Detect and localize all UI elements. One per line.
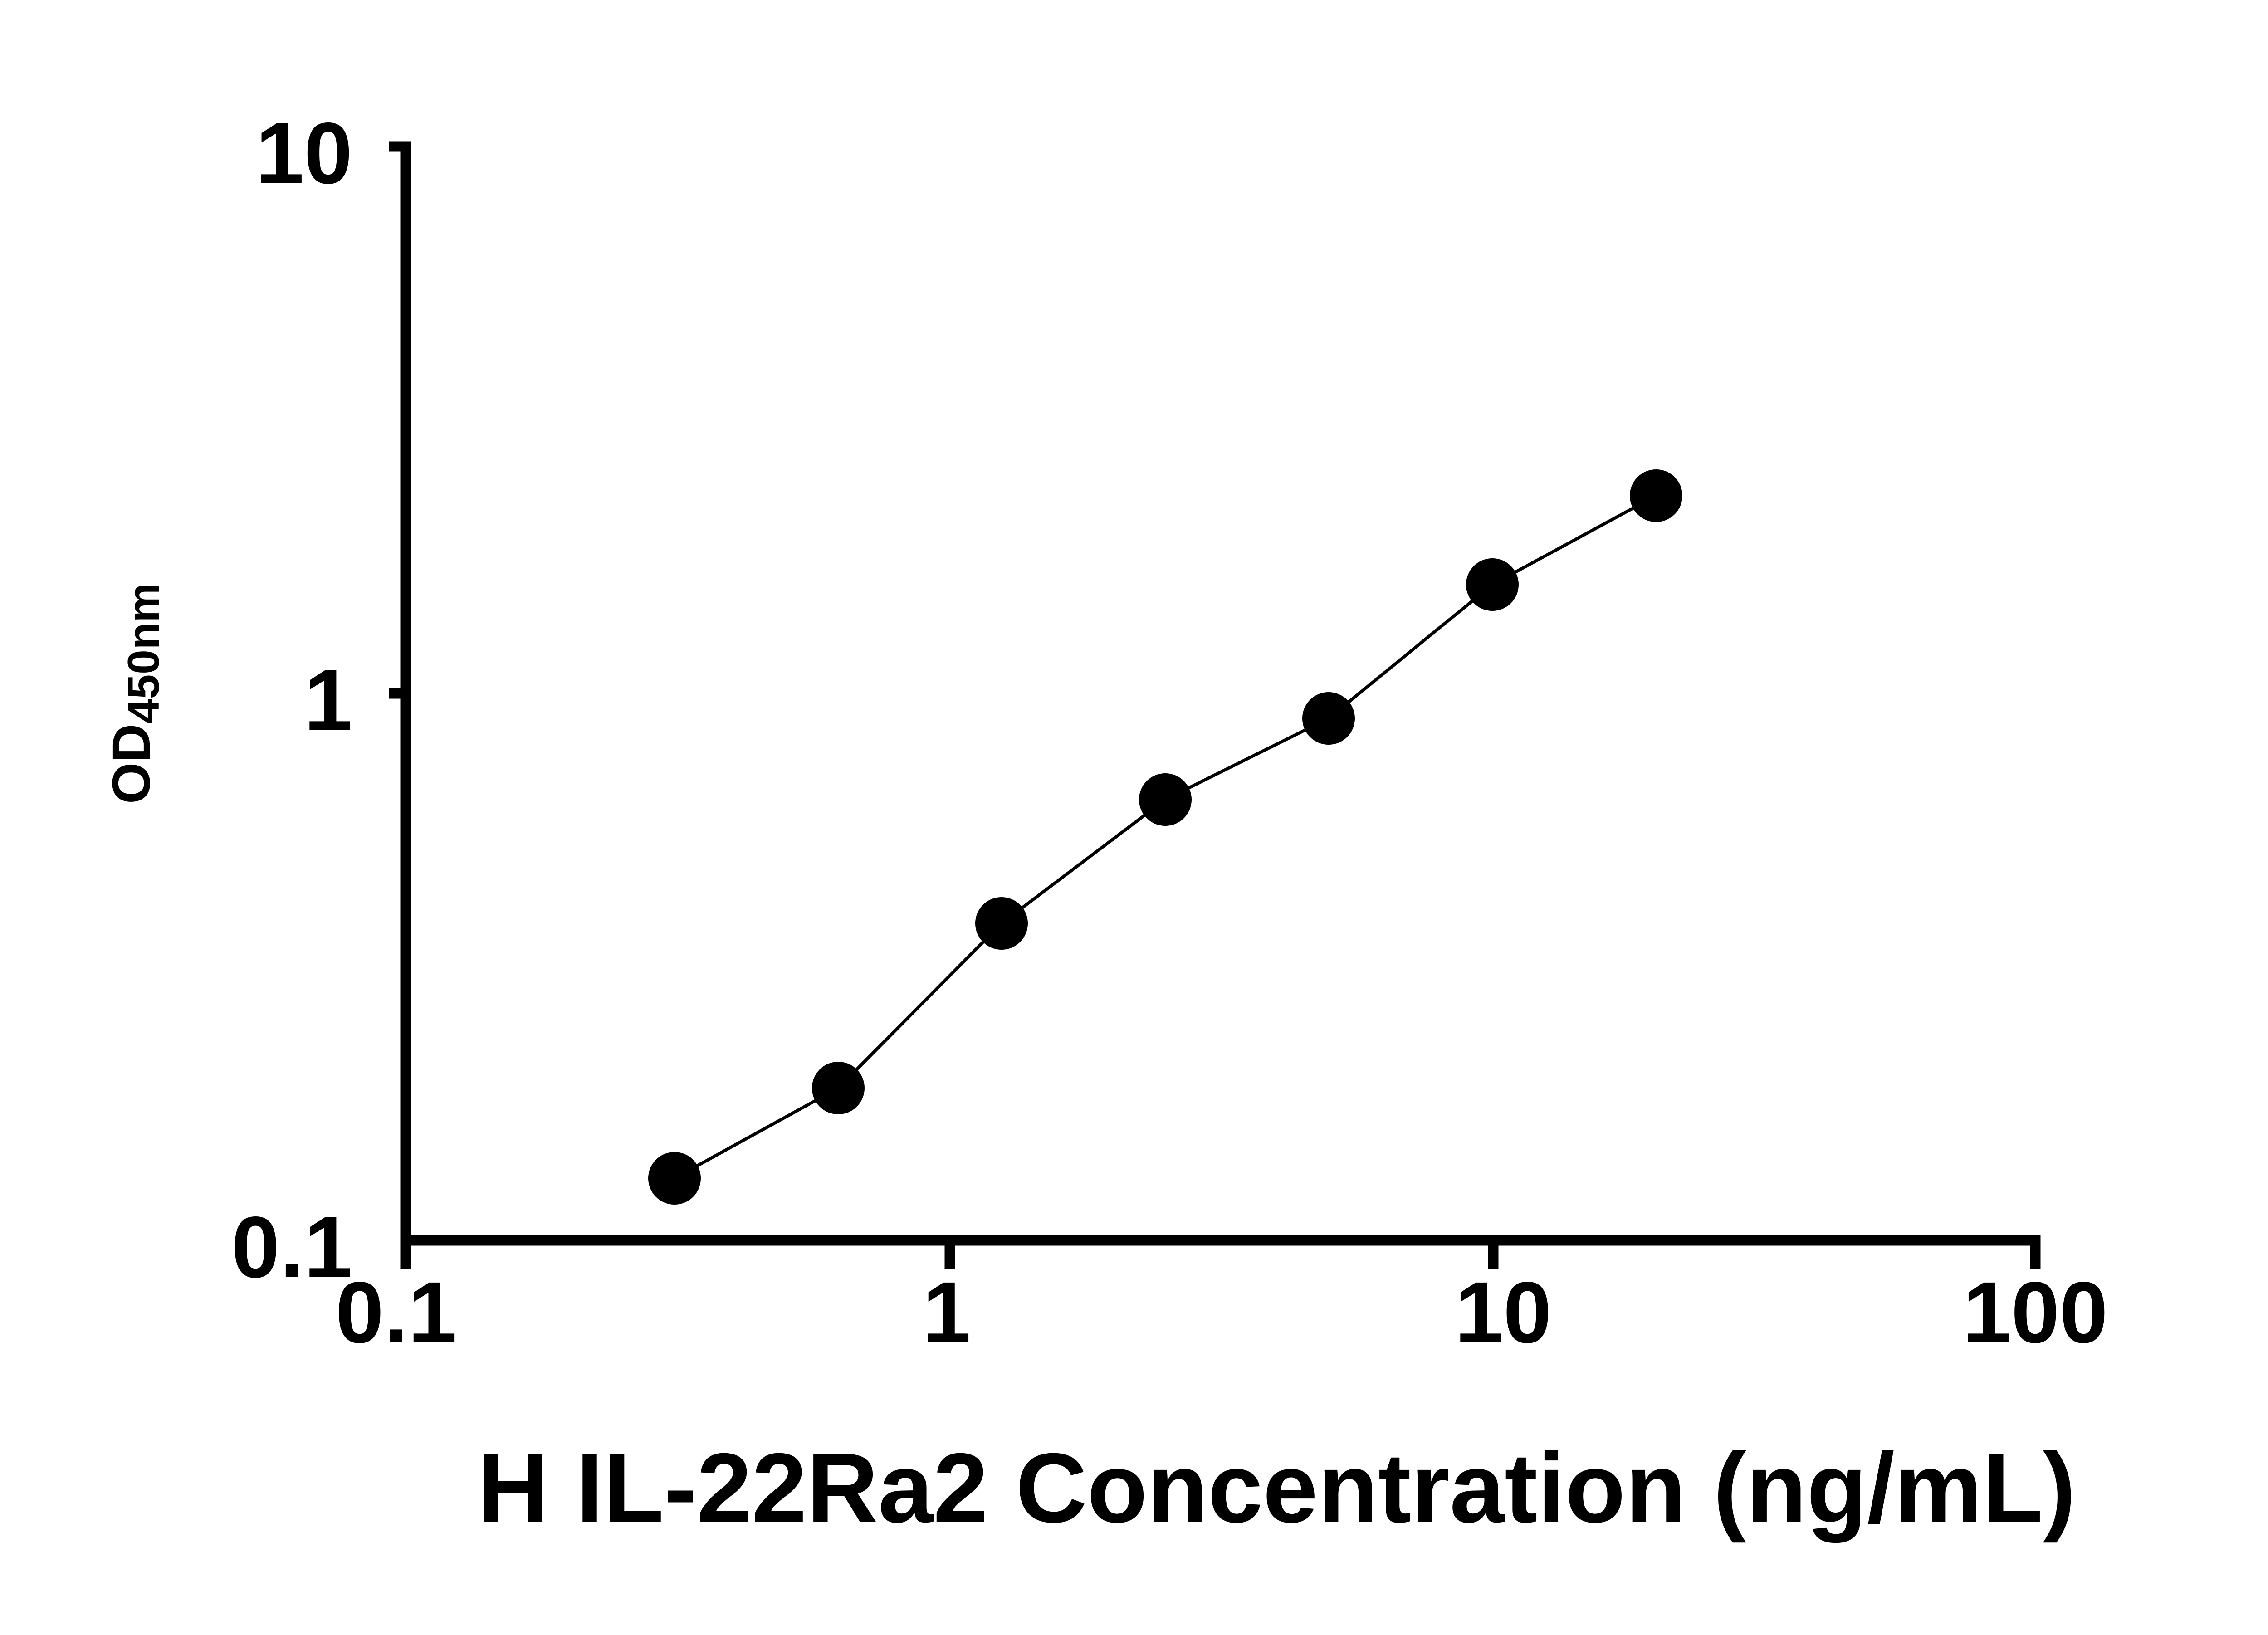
- svg-text:100: 100: [1963, 1264, 2108, 1361]
- svg-text:1: 1: [923, 1264, 971, 1361]
- svg-text:10: 10: [255, 104, 352, 202]
- svg-text:10: 10: [1455, 1264, 1552, 1361]
- svg-text:1: 1: [304, 651, 352, 749]
- svg-text:H IL-22Ra2 Concentration (ng/m: H IL-22Ra2 Concentration (ng/mL): [477, 1433, 2076, 1543]
- svg-text:0.1: 0.1: [231, 1198, 352, 1296]
- svg-text:0.1: 0.1: [336, 1264, 457, 1361]
